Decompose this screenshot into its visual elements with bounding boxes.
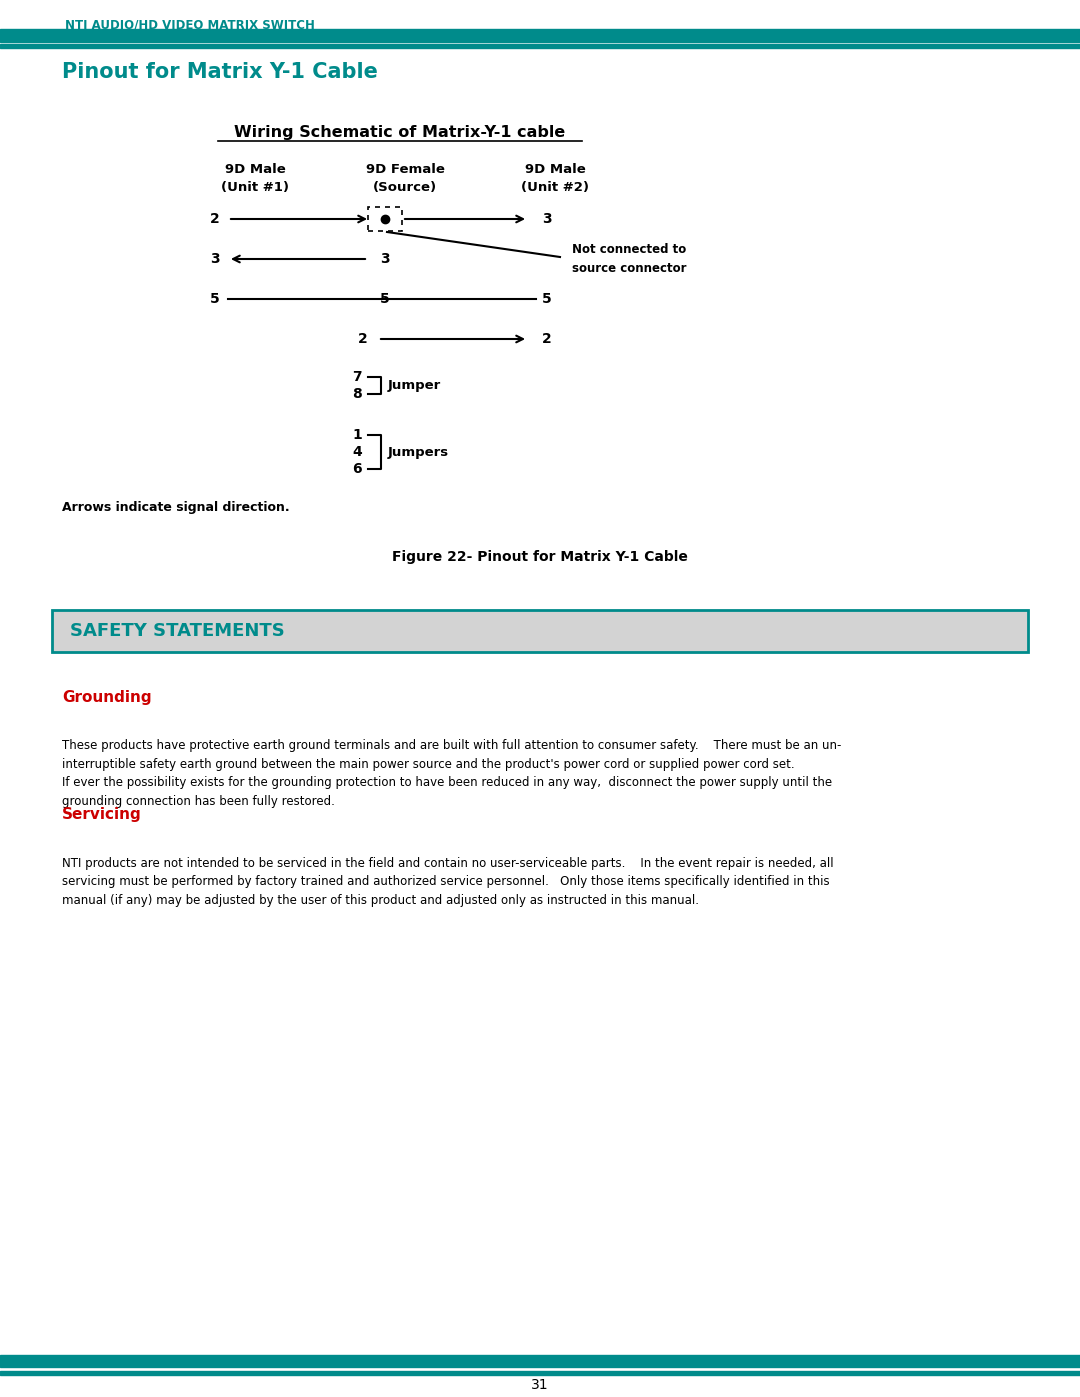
Text: Grounding: Grounding — [62, 690, 151, 704]
Bar — [0, 1370, 1080, 1375]
Text: Wiring Schematic of Matrix-Y-1 cable: Wiring Schematic of Matrix-Y-1 cable — [234, 124, 566, 140]
Text: Figure 22- Pinout for Matrix Y-1 Cable: Figure 22- Pinout for Matrix Y-1 Cable — [392, 550, 688, 564]
Text: Jumpers: Jumpers — [388, 446, 449, 458]
Text: 9D Male: 9D Male — [525, 162, 585, 176]
Text: 5: 5 — [380, 292, 390, 306]
Text: SAFETY STATEMENTS: SAFETY STATEMENTS — [70, 622, 285, 640]
Text: Not connected to: Not connected to — [572, 243, 686, 256]
Bar — [52, 610, 1028, 652]
Text: 5: 5 — [542, 292, 552, 306]
Bar — [0, 29, 1080, 42]
Text: 31: 31 — [531, 1377, 549, 1391]
Text: 3: 3 — [542, 212, 552, 226]
Text: Jumper: Jumper — [388, 379, 442, 393]
Text: (Unit #2): (Unit #2) — [521, 180, 589, 194]
Text: 4: 4 — [352, 446, 362, 460]
Text: 2: 2 — [542, 332, 552, 346]
Text: 5: 5 — [211, 292, 220, 306]
Text: 6: 6 — [352, 462, 362, 476]
Text: source connector: source connector — [572, 263, 687, 275]
Bar — [0, 1355, 1080, 1368]
Text: 8: 8 — [352, 387, 362, 401]
Text: 9D Male: 9D Male — [225, 162, 285, 176]
Text: 9D Female: 9D Female — [365, 162, 445, 176]
Text: 2: 2 — [211, 212, 220, 226]
Text: 3: 3 — [211, 251, 220, 265]
Text: 2: 2 — [359, 332, 368, 346]
Text: 7: 7 — [352, 370, 362, 384]
Text: NTI AUDIO/HD VIDEO MATRIX SWITCH: NTI AUDIO/HD VIDEO MATRIX SWITCH — [65, 18, 315, 32]
Bar — [0, 43, 1080, 47]
Text: Arrows indicate signal direction.: Arrows indicate signal direction. — [62, 500, 289, 514]
Text: Pinout for Matrix Y-1 Cable: Pinout for Matrix Y-1 Cable — [62, 61, 378, 82]
Text: NTI products are not intended to be serviced in the field and contain no user-se: NTI products are not intended to be serv… — [62, 856, 834, 907]
Text: Servicing: Servicing — [62, 807, 141, 823]
Text: 3: 3 — [380, 251, 390, 265]
Text: 1: 1 — [352, 427, 362, 441]
Bar — [52, 610, 1028, 652]
Text: These products have protective earth ground terminals and are built with full at: These products have protective earth gro… — [62, 739, 841, 807]
Bar — [368, 207, 402, 231]
Text: (Unit #1): (Unit #1) — [221, 180, 289, 194]
Text: (Source): (Source) — [373, 180, 437, 194]
